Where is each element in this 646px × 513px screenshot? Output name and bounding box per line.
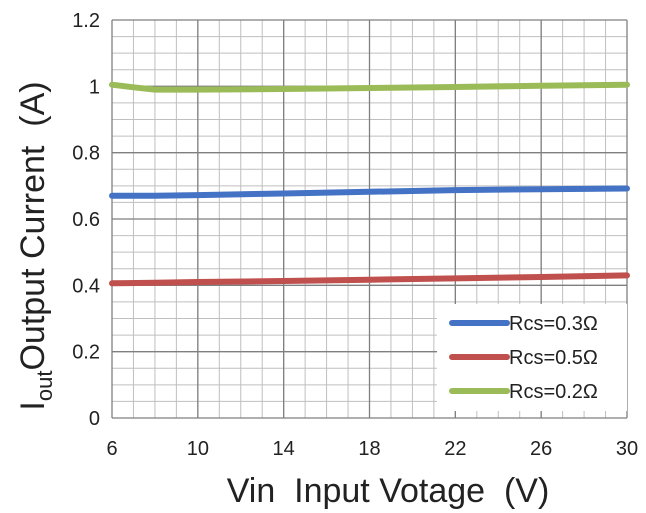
y-tick-label: 0.2 (72, 342, 100, 364)
x-tick-label: 30 (616, 438, 638, 460)
legend-label-2: Rcs=0.2Ω (509, 381, 598, 403)
svg-text:IoutOutput Current (A): IoutOutput Current (A) (14, 81, 57, 410)
y-tick-label: 0.6 (72, 209, 100, 231)
legend: Rcs=0.3Ω Rcs=0.5Ω Rcs=0.2Ω (437, 304, 627, 411)
y-tick-label: 0.8 (72, 143, 100, 165)
x-tick-label: 18 (358, 438, 380, 460)
y-tick-label: 0.4 (72, 275, 100, 297)
x-axis-title: Vin Input Votage (V) (227, 472, 550, 510)
series-line-2 (109, 81, 630, 93)
y-axis-title-text: Output Current (A) (14, 81, 52, 370)
y-tick-label: 1.2 (72, 10, 100, 32)
x-tick-labels: 6 10 14 18 22 26 30 (106, 438, 638, 460)
x-tick-label: 22 (444, 438, 466, 460)
y-axis-title-symbol: I (14, 401, 52, 410)
y-axis-title-subscript: out (32, 371, 57, 402)
y-axis-title: IoutOutput Current (A) (14, 81, 57, 410)
x-tick-label: 26 (530, 438, 552, 460)
series-layer (109, 81, 630, 287)
y-tick-label: 0 (89, 408, 100, 430)
legend-label-1: Rcs=0.5Ω (509, 347, 598, 369)
x-tick-label: 14 (273, 438, 295, 460)
legend-label-0: Rcs=0.3Ω (509, 313, 598, 335)
x-tick-label: 6 (106, 438, 117, 460)
series-line-1 (109, 272, 630, 287)
y-tick-labels: 0 0.2 0.4 0.6 0.8 1 1.2 (72, 10, 100, 430)
y-tick-label: 1 (89, 76, 100, 98)
series-line-0 (109, 185, 630, 199)
x-tick-label: 10 (187, 438, 209, 460)
